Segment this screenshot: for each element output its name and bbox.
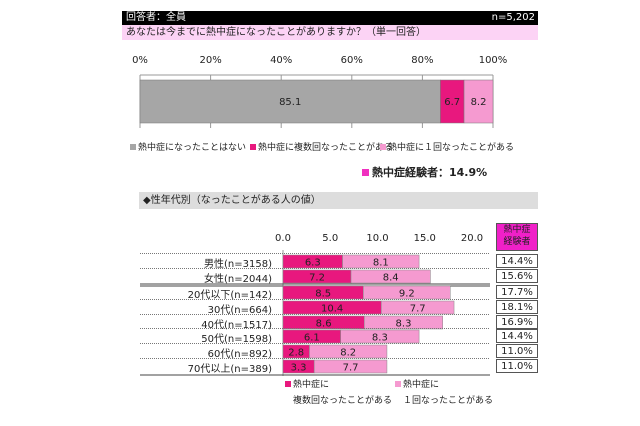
experience-label: 熱中症経験者：14.9% [372, 166, 488, 179]
data-label: 7.7 [410, 304, 426, 315]
legend-never: 熱中症になったことはない [130, 140, 246, 153]
legend-swatch [250, 143, 256, 150]
legend-multiple: 熱中症に複数回なったことがある [250, 140, 393, 153]
category-label: 60代(n=892) [207, 349, 272, 360]
legend-label: 熱中症に [403, 380, 440, 390]
x-tick-label: 0% [132, 55, 148, 66]
data-label: 3.3 [291, 363, 307, 374]
data-label: 6.7 [444, 97, 460, 108]
bar-segment [139, 79, 441, 124]
bar-segment [350, 269, 431, 284]
legend-label: １回なったことがある [403, 396, 494, 406]
data-label: 7.7 [343, 363, 359, 374]
table-cell: 14.4% [496, 254, 538, 268]
category-label: 女性(n=2044) [204, 274, 272, 285]
category-label: 50代(n=1598) [201, 334, 272, 345]
legend-label: 熱中症に１回なったことがある [388, 143, 515, 153]
data-label: 8.3 [396, 319, 412, 330]
bar-segment [364, 315, 443, 330]
x-tick-label: 60% [340, 55, 363, 66]
x-tick-label: 5.0 [322, 233, 339, 244]
bar-segment [313, 359, 388, 374]
category-label: 70代以上(n=389) [187, 364, 272, 375]
legend-swatch [130, 143, 136, 150]
data-label: 7.2 [309, 273, 325, 284]
respondents-label: 回答者：全員 [126, 12, 186, 23]
x-tick-label: 40% [270, 55, 293, 66]
data-label: 8.2 [340, 348, 356, 359]
table-header-line: 経験者 [503, 237, 531, 247]
bar-segment [463, 79, 494, 124]
legend-swatch [285, 381, 291, 387]
data-label: 8.3 [372, 333, 388, 344]
data-label: 6.1 [304, 333, 320, 344]
data-label: 2.8 [288, 348, 304, 359]
data-label: 85.1 [279, 97, 301, 108]
table-cell: 11.0% [496, 359, 538, 373]
legend-swatch [362, 168, 369, 176]
data-label: 10.4 [321, 304, 343, 315]
x-tick-label: 0.0 [275, 233, 291, 244]
legend-label: 熱中症に複数回なったことがある [258, 143, 394, 153]
table-cell: 18.1% [496, 300, 538, 314]
data-label: 6.3 [305, 258, 321, 269]
table-cell: 15.6% [496, 269, 538, 283]
data-label: 8.6 [316, 319, 332, 330]
table-cell: 11.0% [496, 344, 538, 358]
table-cell: 14.4% [496, 329, 538, 343]
x-tick-label: 100% [478, 55, 508, 66]
legend-bottom-multiple: 熱中症に複数回なったことがある [285, 377, 392, 409]
category-label: 30代(n=664) [207, 305, 272, 316]
experience-total: 熱中症経験者：14.9% [362, 164, 487, 180]
category-label: 40代(n=1517) [201, 320, 272, 331]
x-tick-label: 20.0 [460, 233, 484, 244]
x-tick-label: 10.0 [366, 233, 389, 244]
table-cell: 17.7% [496, 285, 538, 299]
bar-segment [381, 300, 455, 315]
data-label: 8.5 [315, 289, 331, 300]
data-label: 8.2 [471, 97, 487, 108]
category-label: 20代以下(n=142) [187, 290, 272, 301]
legend-label: 熱中症になったことはない [138, 143, 247, 153]
category-label: 男性(n=3158) [204, 259, 272, 270]
legend-swatch [380, 143, 386, 150]
legend-label: 複数回なったことがある [293, 396, 393, 406]
x-tick-label: 20% [199, 55, 222, 66]
legend-label: 熱中症に [293, 380, 330, 390]
table-header-line: 熱中症 [503, 225, 531, 235]
data-label: 9.2 [399, 289, 415, 300]
x-tick-label: 80% [411, 55, 434, 66]
data-label: 8.4 [383, 273, 399, 284]
section-title: ◆性年代別（なったことがある人の値） [139, 192, 538, 209]
bar-segment [340, 329, 420, 344]
data-label: 8.1 [373, 258, 389, 269]
table-cell: 16.9% [496, 315, 538, 329]
legend-once: 熱中症に１回なったことがある [380, 140, 514, 153]
header-bar: 回答者：全員 n=5,202 [122, 11, 538, 25]
legend-swatch [395, 381, 401, 387]
x-tick-label: 15.0 [413, 233, 436, 244]
sample-size: n=5,202 [491, 12, 535, 23]
table-header: 熱中症 経験者 [496, 223, 538, 251]
question-text: あなたは今までに熱中症になったことがありますか？（単一回答） [122, 25, 538, 40]
legend-bottom-once: 熱中症に １回なったことがある [395, 377, 493, 409]
